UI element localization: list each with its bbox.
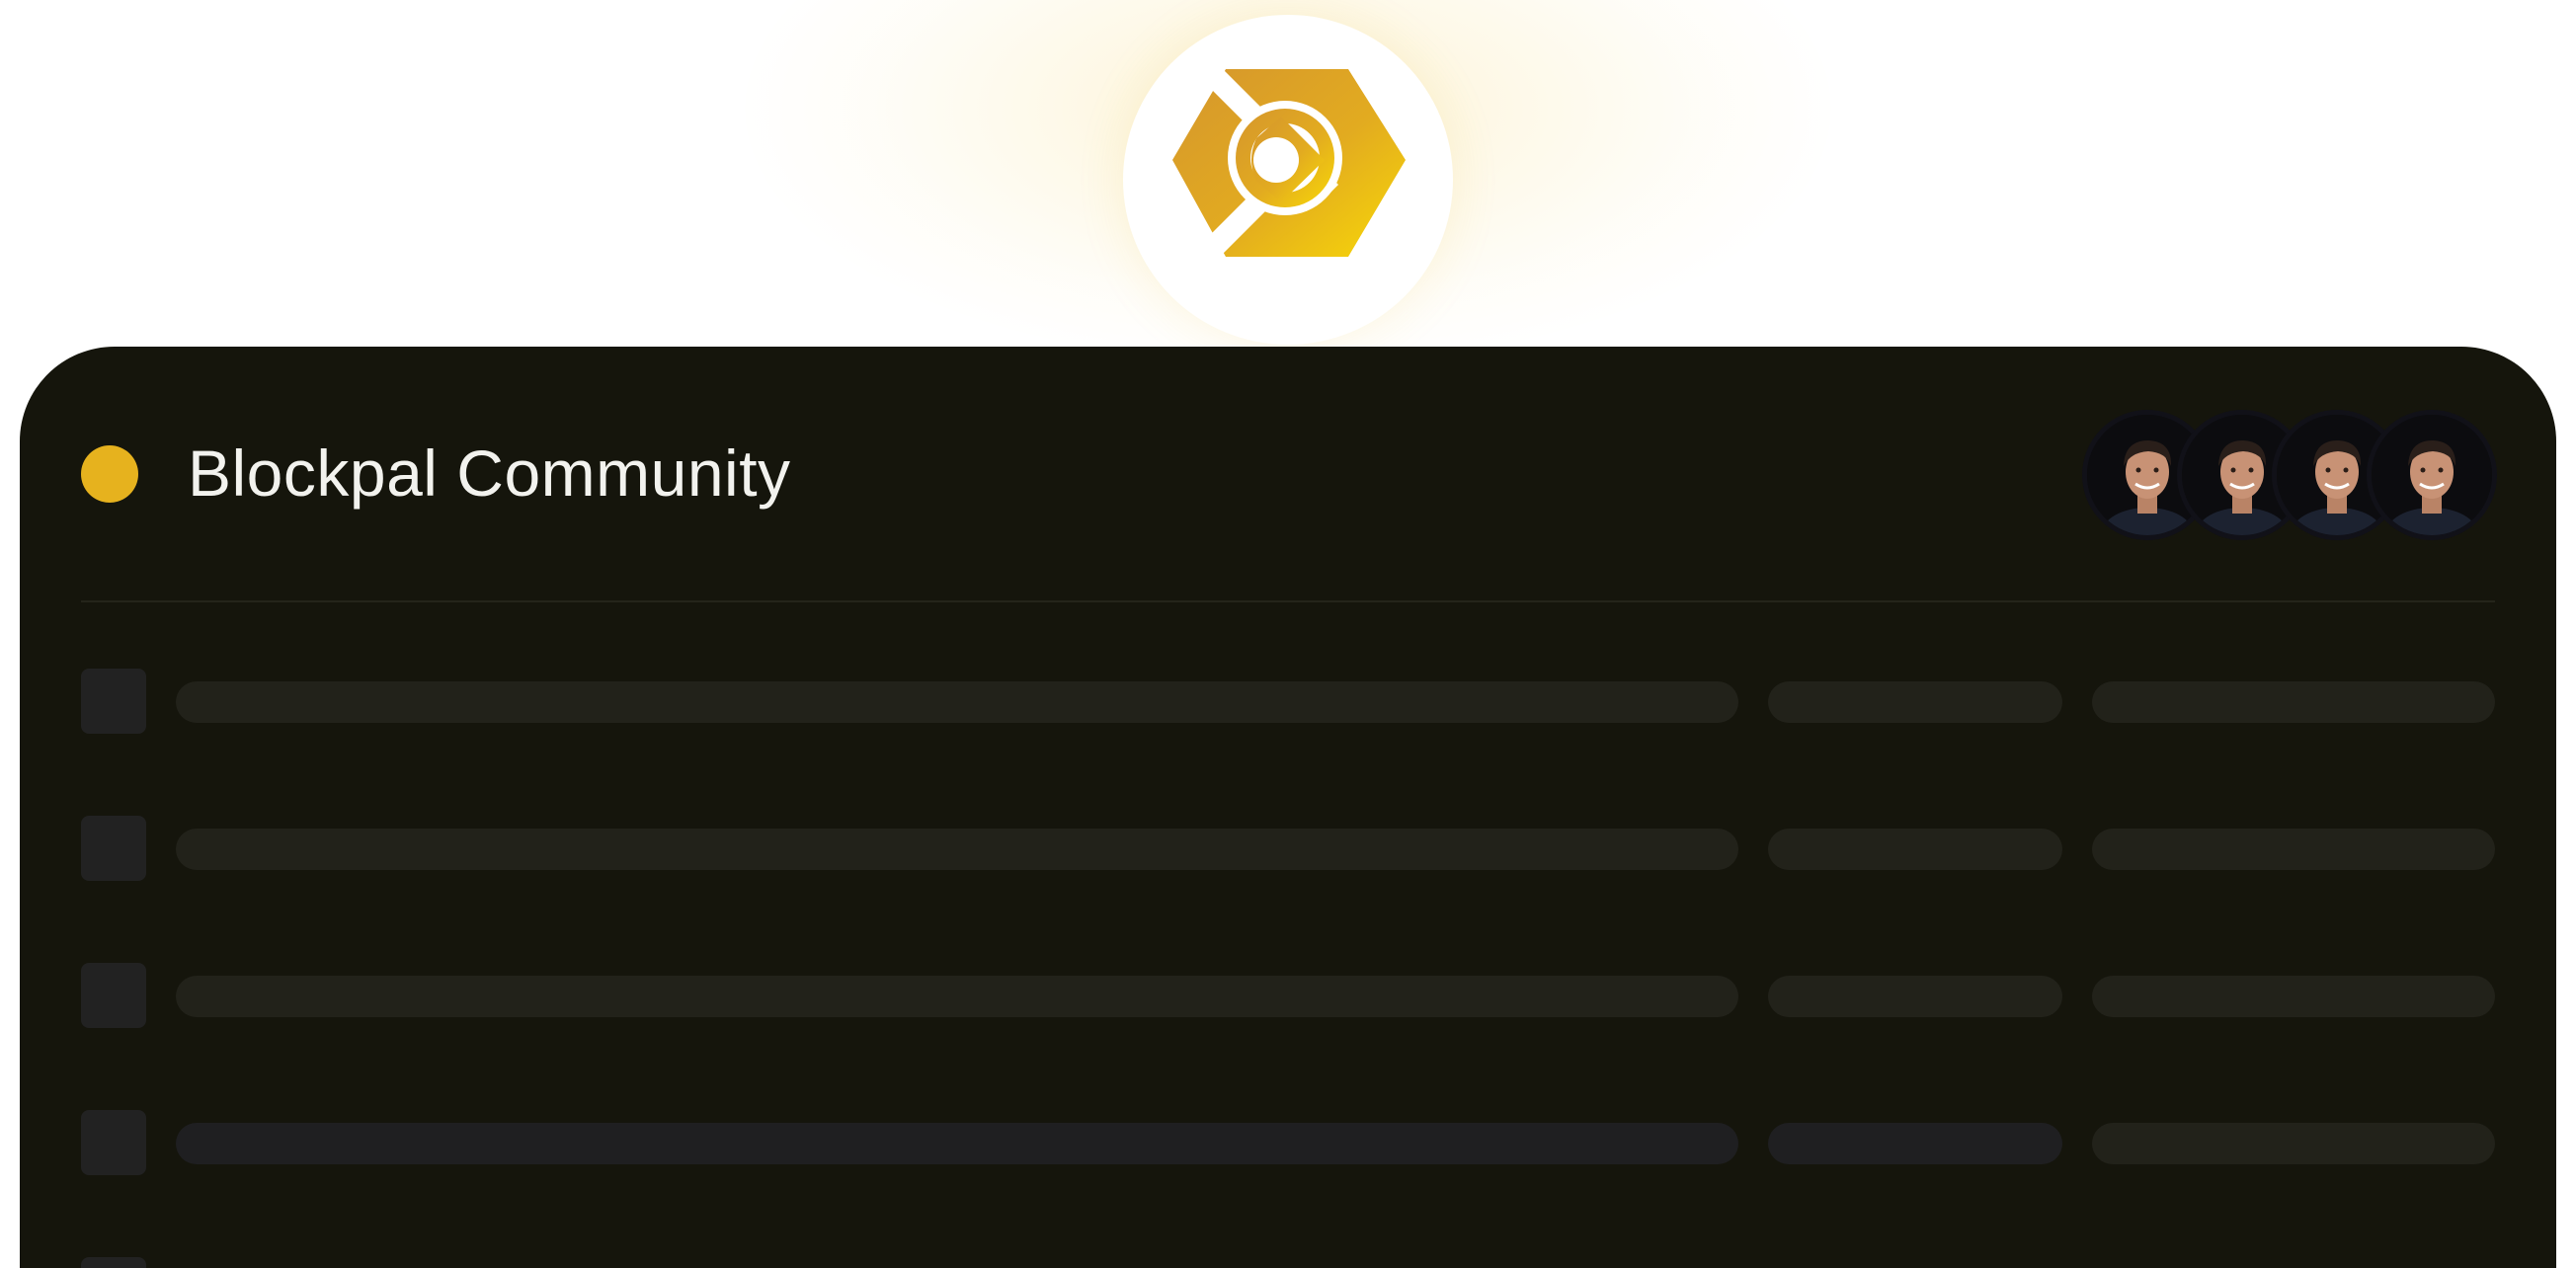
community-card: Blockpal Community [20, 347, 2556, 1268]
skeleton-bar [2092, 681, 2495, 723]
status-dot [81, 445, 138, 503]
member-avatar-icon [2372, 415, 2492, 535]
skeleton-bar [1768, 681, 2062, 723]
list-row-placeholder [20, 963, 2556, 1032]
skeleton-bar [1768, 976, 2062, 1017]
skeleton-bar [2092, 976, 2495, 1017]
member-avatars[interactable] [2082, 410, 2497, 540]
skeleton-bar [1768, 1123, 2062, 1164]
row-checkbox[interactable] [81, 1110, 146, 1175]
skeleton-bar [1768, 829, 2062, 870]
row-checkbox[interactable] [81, 1257, 146, 1268]
skeleton-bar [2092, 829, 2495, 870]
skeleton-bar [176, 976, 1738, 1017]
row-checkbox[interactable] [81, 963, 146, 1028]
list-row-placeholder [20, 1257, 2556, 1268]
card-title: Blockpal Community [188, 436, 791, 510]
skeleton-bar [176, 829, 1738, 870]
row-checkbox[interactable] [81, 816, 146, 881]
list-row-placeholder [20, 816, 2556, 885]
blockpal-hexagon-logo-icon [1172, 69, 1406, 257]
skeleton-bar [2092, 1123, 2495, 1164]
list-row-placeholder [20, 669, 2556, 738]
member-avatar[interactable] [2367, 410, 2497, 540]
header-divider [81, 600, 2495, 602]
brand-logo [1123, 15, 1453, 345]
row-checkbox[interactable] [81, 669, 146, 734]
card-header: Blockpal Community [20, 347, 2556, 601]
skeleton-bar [176, 681, 1738, 723]
list-row-placeholder [20, 1110, 2556, 1179]
skeleton-bar [176, 1123, 1738, 1164]
